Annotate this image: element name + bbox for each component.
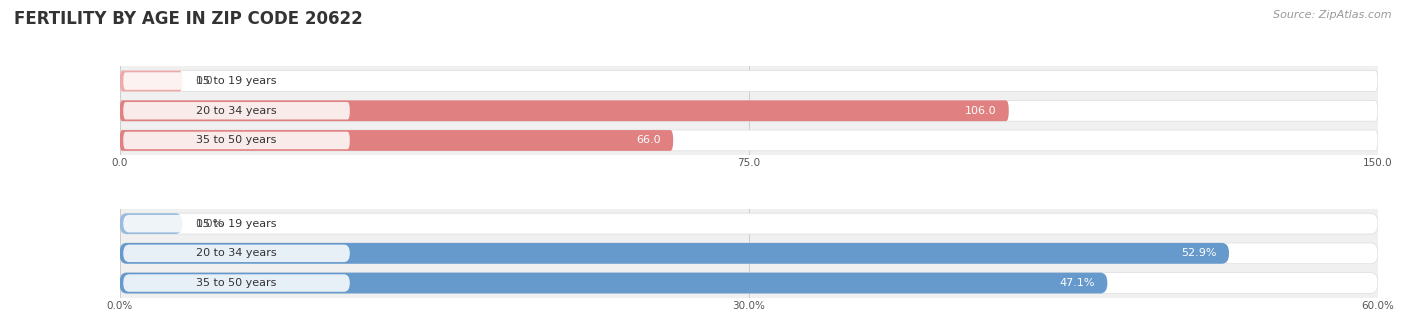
- FancyBboxPatch shape: [120, 130, 673, 151]
- FancyBboxPatch shape: [120, 100, 1008, 121]
- FancyBboxPatch shape: [120, 243, 1378, 264]
- Text: Source: ZipAtlas.com: Source: ZipAtlas.com: [1274, 10, 1392, 20]
- FancyBboxPatch shape: [124, 274, 350, 292]
- Text: 66.0: 66.0: [636, 135, 661, 145]
- Text: 47.1%: 47.1%: [1059, 278, 1095, 288]
- FancyBboxPatch shape: [120, 273, 1108, 294]
- Text: 15 to 19 years: 15 to 19 years: [197, 219, 277, 229]
- FancyBboxPatch shape: [120, 213, 1378, 234]
- Text: 0.0%: 0.0%: [195, 219, 224, 229]
- FancyBboxPatch shape: [120, 71, 1378, 91]
- FancyBboxPatch shape: [120, 273, 1378, 294]
- Text: 35 to 50 years: 35 to 50 years: [197, 135, 277, 145]
- FancyBboxPatch shape: [124, 132, 350, 149]
- FancyBboxPatch shape: [124, 245, 350, 262]
- Text: FERTILITY BY AGE IN ZIP CODE 20622: FERTILITY BY AGE IN ZIP CODE 20622: [14, 10, 363, 28]
- FancyBboxPatch shape: [120, 213, 183, 234]
- FancyBboxPatch shape: [120, 100, 1378, 121]
- Text: 15 to 19 years: 15 to 19 years: [197, 76, 277, 86]
- Text: 52.9%: 52.9%: [1181, 248, 1216, 258]
- FancyBboxPatch shape: [120, 243, 1229, 264]
- Text: 35 to 50 years: 35 to 50 years: [197, 278, 277, 288]
- FancyBboxPatch shape: [124, 215, 350, 232]
- Text: 20 to 34 years: 20 to 34 years: [197, 248, 277, 258]
- Text: 106.0: 106.0: [965, 106, 997, 116]
- Text: 0.0: 0.0: [195, 76, 212, 86]
- FancyBboxPatch shape: [120, 130, 1378, 151]
- Text: 20 to 34 years: 20 to 34 years: [197, 106, 277, 116]
- FancyBboxPatch shape: [124, 72, 350, 90]
- FancyBboxPatch shape: [120, 71, 183, 91]
- FancyBboxPatch shape: [124, 102, 350, 119]
